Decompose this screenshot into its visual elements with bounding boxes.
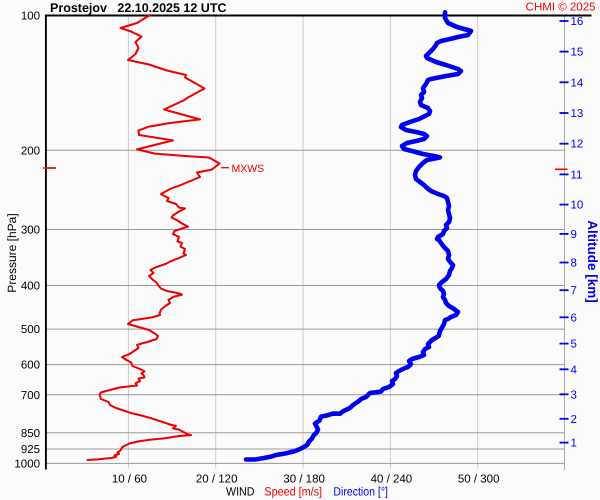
- svg-text:50 / 300: 50 / 300: [458, 474, 500, 486]
- svg-text:500: 500: [21, 324, 40, 336]
- svg-text:3: 3: [571, 389, 577, 401]
- svg-text:6: 6: [571, 312, 577, 324]
- svg-text:40 / 240: 40 / 240: [371, 474, 413, 486]
- svg-text:Prostejov 22.10.2025 12 UTC: Prostejov 22.10.2025 12 UTC: [50, 1, 226, 15]
- svg-text:1: 1: [571, 438, 577, 450]
- svg-text:600: 600: [21, 360, 40, 372]
- svg-text:200: 200: [21, 145, 40, 157]
- svg-text:Direction [°]: Direction [°]: [333, 485, 388, 499]
- svg-text:CHMI © 2025: CHMI © 2025: [526, 2, 596, 14]
- svg-text:7: 7: [571, 285, 577, 297]
- svg-text:2: 2: [571, 414, 577, 426]
- svg-text:300: 300: [21, 225, 40, 237]
- svg-text:925: 925: [21, 444, 40, 456]
- svg-text:8: 8: [571, 258, 577, 270]
- svg-text:30 / 180: 30 / 180: [283, 474, 325, 486]
- svg-text:5: 5: [571, 339, 577, 351]
- svg-text:14: 14: [571, 77, 584, 89]
- svg-text:12: 12: [571, 139, 584, 151]
- svg-text:15: 15: [571, 47, 584, 59]
- svg-text:Altitude [km]: Altitude [km]: [585, 220, 600, 303]
- svg-text:850: 850: [21, 428, 40, 440]
- svg-text:WIND: WIND: [226, 485, 255, 499]
- svg-text:100: 100: [21, 11, 40, 23]
- svg-text:10: 10: [571, 200, 584, 212]
- svg-text:11: 11: [571, 169, 583, 181]
- svg-text:400: 400: [21, 281, 40, 293]
- svg-text:13: 13: [571, 108, 584, 120]
- svg-text:MXWS: MXWS: [232, 163, 265, 175]
- svg-text:700: 700: [21, 390, 40, 402]
- svg-text:20 / 120: 20 / 120: [196, 474, 238, 486]
- svg-text:10 / 60: 10 / 60: [112, 474, 147, 486]
- svg-text:Pressure [hPa]: Pressure [hPa]: [5, 213, 19, 292]
- svg-text:1000: 1000: [14, 458, 40, 470]
- svg-text:16: 16: [571, 16, 584, 28]
- svg-text:4: 4: [571, 364, 578, 376]
- svg-text:9: 9: [571, 229, 577, 241]
- svg-text:Speed [m/s]: Speed [m/s]: [264, 485, 322, 499]
